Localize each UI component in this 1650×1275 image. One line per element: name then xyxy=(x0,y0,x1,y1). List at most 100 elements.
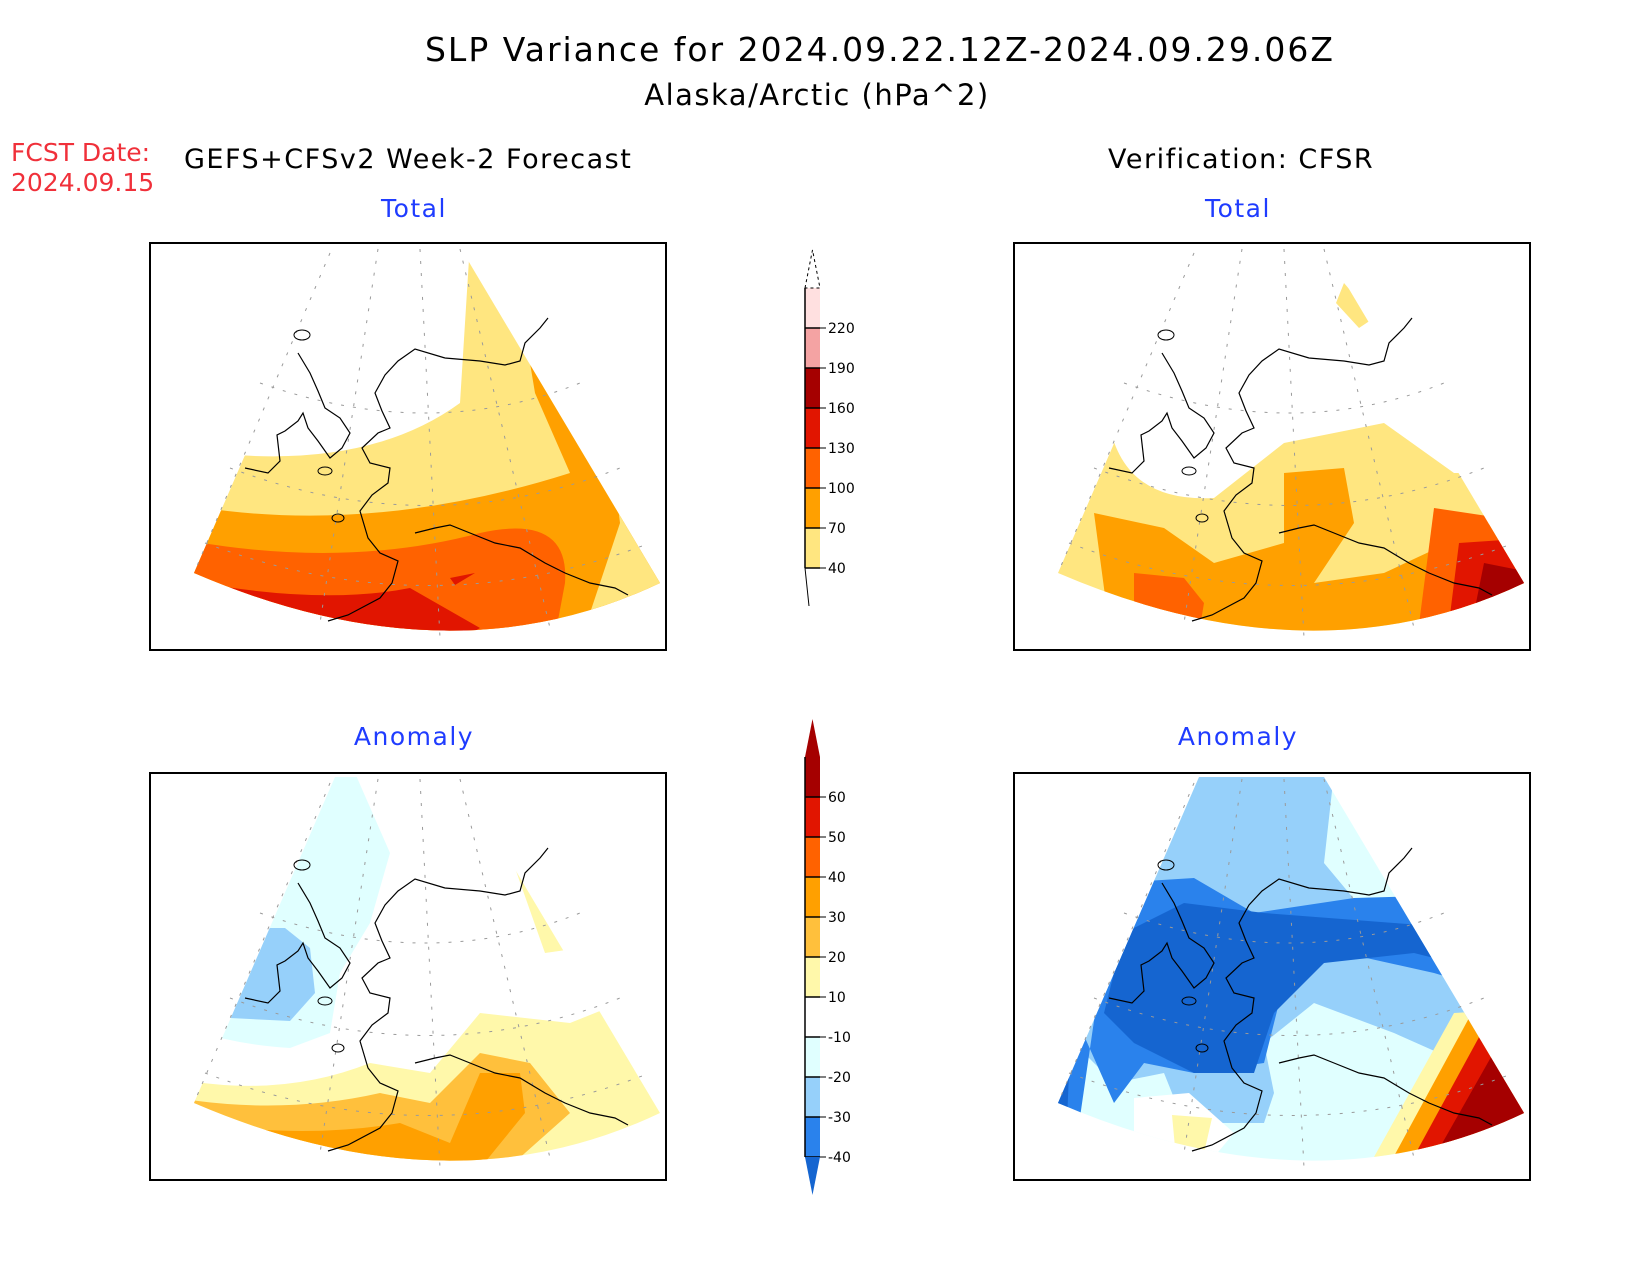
island-coastline xyxy=(1157,329,1175,341)
map-frame xyxy=(149,242,667,651)
parallel-gridline xyxy=(259,912,581,944)
panel-title-verification-total: Total xyxy=(1205,194,1271,223)
island-coastline xyxy=(317,466,333,476)
island-coastline xyxy=(1195,513,1209,523)
colorbar-tick-label: 20 xyxy=(828,950,846,966)
colorbar-tick-label: 70 xyxy=(828,521,846,537)
contour-band-130-160 xyxy=(450,573,475,585)
island-coastline xyxy=(1181,996,1197,1006)
wedge-area xyxy=(194,777,660,1161)
colorbar-top-arrow xyxy=(804,249,821,289)
meridian-gridline xyxy=(1057,252,1195,574)
contour-band-10-20 xyxy=(515,863,580,953)
colorbar-bottom-arrow xyxy=(805,1157,820,1195)
contour-band-30-40 xyxy=(194,1073,525,1161)
contour-band-10-20 xyxy=(1172,1115,1212,1158)
colorbar-anomaly: -40 -30 -20 -10 10 20 30 40 50 60 xyxy=(804,719,851,1195)
parallel-gridline xyxy=(1123,912,1445,944)
meridian-gridline xyxy=(1057,782,1195,1104)
panel-title-forecast-anomaly: Anomaly xyxy=(353,722,475,751)
verification-column-title: Verification: CFSR xyxy=(1108,144,1375,175)
colorbar-tick-label: 40 xyxy=(828,870,846,886)
colorbar-tick-label: -40 xyxy=(828,1150,851,1166)
meridian-gridline xyxy=(459,248,551,629)
island-coastline xyxy=(1195,1043,1209,1053)
colorbar-segment xyxy=(805,837,820,877)
colorbar-segment xyxy=(805,488,820,528)
colorbar-tick-label: 130 xyxy=(828,441,855,457)
coastline xyxy=(1108,317,1493,622)
panel-title-verification-anomaly: Anomaly xyxy=(1177,722,1299,751)
colorbar-tick-label: 30 xyxy=(828,910,846,926)
colorbar-segment xyxy=(805,408,820,448)
colorbar-tick-label: 40 xyxy=(828,561,846,577)
parallel-gridline xyxy=(1068,1072,1515,1116)
meridian-gridline xyxy=(193,782,331,1104)
wedge-area xyxy=(194,247,660,631)
colorbar-segment xyxy=(805,528,820,568)
colorbar-segment xyxy=(805,288,820,328)
panel-title-forecast-total: Total xyxy=(381,194,447,223)
meridian-gridline xyxy=(1283,778,1305,1169)
colorbar-tick-label: -20 xyxy=(828,1070,851,1086)
forecast-date-value: 2024.09.15 xyxy=(11,168,155,197)
colorbar-segment xyxy=(805,757,820,797)
colorbar-segment xyxy=(805,917,820,957)
island-coastline xyxy=(293,329,311,341)
colorbar-segment xyxy=(805,797,820,837)
colorbar-tick-label: -30 xyxy=(828,1110,851,1126)
meridian-gridline xyxy=(419,778,441,1169)
colorbar-top-arrow xyxy=(805,719,820,757)
forecast-date-label: FCST Date: xyxy=(11,138,151,167)
parallel-gridline xyxy=(204,542,651,586)
verification-anomaly-map xyxy=(1013,772,1531,1181)
island-coastline xyxy=(331,513,345,523)
map-frame xyxy=(149,772,667,1181)
meridian-gridline xyxy=(459,778,551,1159)
contour-fill-group xyxy=(193,247,660,639)
colorbar-tick-label: 190 xyxy=(828,361,855,377)
colorbar-segment xyxy=(805,328,820,368)
forecast-anomaly-map xyxy=(149,772,667,1181)
chart-title: SLP Variance for 2024.09.22.12Z-2024.09.… xyxy=(424,30,1336,69)
coastline xyxy=(244,847,629,1152)
colorbar-segment xyxy=(805,1037,820,1077)
contour-band-160-190 xyxy=(194,608,350,631)
colorbar-segment xyxy=(805,1077,820,1117)
parallel-gridline xyxy=(1123,382,1445,414)
verification-total-map xyxy=(1013,242,1531,651)
colorbar-total: 40 70 100 130 160 190 220 xyxy=(804,249,855,607)
contour-fill-group xyxy=(1057,777,1524,1169)
colorbar-segment xyxy=(805,1117,820,1157)
contour-band-below-neg40 xyxy=(1058,1033,1069,1161)
contour-band-40-70 xyxy=(1336,283,1374,328)
colorbar-segment xyxy=(805,448,820,488)
colorbar-segment xyxy=(805,957,820,997)
contour-band-neg20-neg30 xyxy=(194,928,315,1021)
colorbar-segment xyxy=(805,997,820,1037)
colorbar-tick-label: 50 xyxy=(828,830,846,846)
forecast-column-title: GEFS+CFSv2 Week-2 Forecast xyxy=(184,144,633,175)
colorbar-tick-label: 10 xyxy=(828,990,846,1006)
coastline xyxy=(244,317,629,622)
meridian-gridline xyxy=(1323,248,1415,629)
colorbar-tick-label: 60 xyxy=(828,790,846,806)
meridian-gridline xyxy=(1283,248,1305,639)
contour-fill-group xyxy=(193,777,660,1169)
island-coastline xyxy=(1181,466,1197,476)
island-coastline xyxy=(1157,859,1175,871)
colorbar-tick-label: -10 xyxy=(828,1030,851,1046)
colorbar-tick-label: 100 xyxy=(828,481,855,497)
island-coastline xyxy=(317,996,333,1006)
coastline xyxy=(1108,847,1493,1152)
colorbar-segment xyxy=(805,368,820,408)
parallel-gridline xyxy=(259,382,581,414)
contour-band-above-60 xyxy=(194,1153,290,1161)
island-coastline xyxy=(331,1043,345,1053)
forecast-total-map xyxy=(149,242,667,651)
meridian-gridline xyxy=(419,248,441,639)
colorbar-tick-label: 160 xyxy=(828,401,855,417)
meridian-gridline xyxy=(1323,778,1415,1159)
map-frame xyxy=(1013,772,1531,1181)
